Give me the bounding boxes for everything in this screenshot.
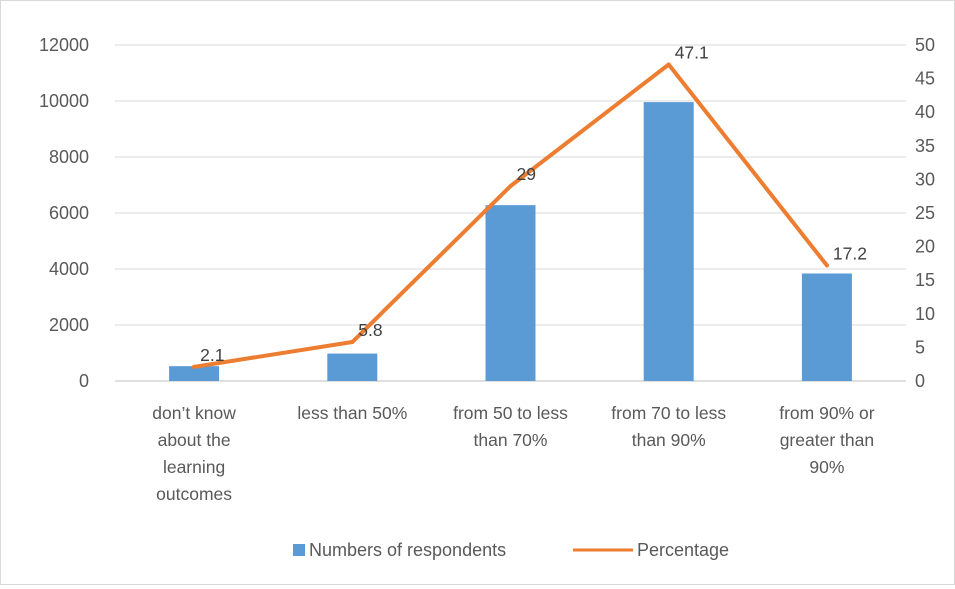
y-right-tick-label: 45 xyxy=(915,69,935,89)
x-category-line: about the xyxy=(158,430,231,450)
bar xyxy=(169,366,220,381)
x-category-line: 90% xyxy=(809,457,844,477)
y-right-tick-label: 15 xyxy=(915,270,935,290)
line-point xyxy=(350,340,355,345)
y-right-tick-label: 50 xyxy=(915,35,935,55)
line-point xyxy=(508,184,513,189)
legend: Numbers of respondents Percentage xyxy=(293,540,729,560)
x-category-line: outcomes xyxy=(156,484,232,504)
x-category-line: learning xyxy=(163,457,225,477)
y-right-tick-label: 20 xyxy=(915,237,935,257)
y-right-tick-label: 25 xyxy=(915,203,935,223)
x-category-label: from 50 to less than 70% xyxy=(453,403,568,450)
y-right-tick-label: 40 xyxy=(915,102,935,122)
line-series xyxy=(192,62,829,369)
bar xyxy=(643,102,694,382)
x-category-line: from 90% or xyxy=(779,403,874,423)
y-right-tick-label: 0 xyxy=(915,371,925,391)
data-label: 17.2 xyxy=(833,243,867,263)
x-category-label: less than 50% xyxy=(297,403,407,423)
y-left-tick-label: 6000 xyxy=(49,203,89,223)
legend-label-bar: Numbers of respondents xyxy=(309,540,506,560)
data-label: 47.1 xyxy=(675,42,709,62)
y-left-tick-label: 12000 xyxy=(39,35,89,55)
bar xyxy=(327,353,378,381)
x-axis-categories: don’t know about the learning outcomes less … xyxy=(152,403,874,504)
x-category-line: from 70 to less xyxy=(611,403,726,423)
y-right-tick-label: 35 xyxy=(915,136,935,156)
legend-swatch-bar xyxy=(293,544,305,556)
bar-series xyxy=(169,102,852,382)
y-right-tick-label: 5 xyxy=(915,337,925,357)
legend-label-line: Percentage xyxy=(637,540,729,560)
y-left-tick-label: 10000 xyxy=(39,91,89,111)
y-left-tick-label: 4000 xyxy=(49,259,89,279)
x-category-line: don’t know xyxy=(152,403,236,423)
x-category-line: greater than xyxy=(780,430,874,450)
x-category-label: from 90% or greater than 90% xyxy=(779,403,874,477)
y-right-tick-label: 30 xyxy=(915,169,935,189)
data-label: 2.1 xyxy=(200,345,224,365)
x-category-label: don’t know about the learning outcomes xyxy=(152,403,236,504)
y-left-tick-label: 0 xyxy=(79,371,89,391)
line-point xyxy=(824,263,829,268)
line-point xyxy=(192,364,197,369)
line-point xyxy=(666,62,671,67)
bar xyxy=(485,205,536,381)
data-labels: 2.1 5.8 29 47.1 17.2 xyxy=(200,42,867,364)
x-category-line: less than 50% xyxy=(297,403,407,423)
x-category-line: from 50 to less xyxy=(453,403,568,423)
y-left-tick-label: 2000 xyxy=(49,315,89,335)
y-left-tick-label: 8000 xyxy=(49,147,89,167)
y-axis-left-ticks: 0 2000 4000 6000 8000 10000 12000 xyxy=(39,35,89,391)
y-axis-right-ticks: 0 5 10 15 20 25 30 35 40 45 50 xyxy=(915,35,935,391)
data-label: 5.8 xyxy=(358,320,382,340)
y-right-tick-label: 10 xyxy=(915,304,935,324)
x-category-line: than 90% xyxy=(632,430,706,450)
bar xyxy=(801,273,852,381)
x-category-label: from 70 to less than 90% xyxy=(611,403,726,450)
x-category-line: than 70% xyxy=(474,430,548,450)
data-label: 29 xyxy=(517,164,536,184)
